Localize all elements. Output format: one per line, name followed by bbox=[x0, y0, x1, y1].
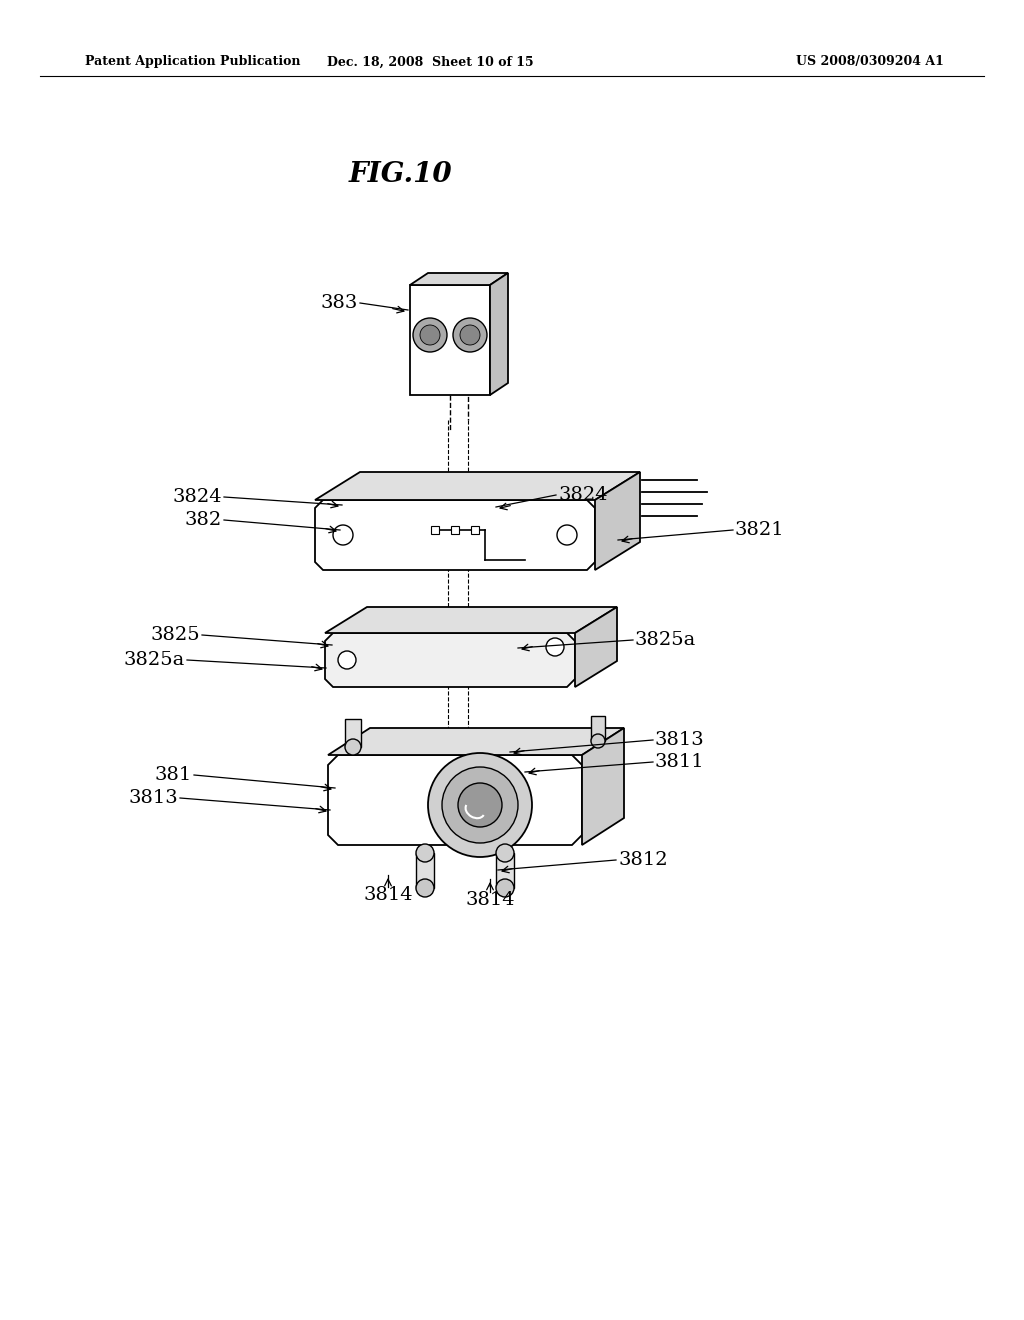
Polygon shape bbox=[315, 473, 640, 500]
Text: 3814: 3814 bbox=[364, 886, 413, 904]
Circle shape bbox=[496, 879, 514, 898]
Text: US 2008/0309204 A1: US 2008/0309204 A1 bbox=[796, 55, 944, 69]
Text: 382: 382 bbox=[184, 511, 222, 529]
Text: 3812: 3812 bbox=[618, 851, 668, 869]
Circle shape bbox=[546, 638, 564, 656]
Text: 3813: 3813 bbox=[128, 789, 178, 807]
Circle shape bbox=[416, 843, 434, 862]
Circle shape bbox=[338, 651, 356, 669]
Circle shape bbox=[591, 734, 605, 748]
Polygon shape bbox=[490, 273, 508, 395]
Circle shape bbox=[416, 879, 434, 898]
Circle shape bbox=[413, 318, 447, 352]
Circle shape bbox=[460, 325, 480, 345]
Text: 3813: 3813 bbox=[655, 731, 705, 748]
Polygon shape bbox=[345, 719, 361, 747]
Polygon shape bbox=[575, 607, 617, 686]
Text: 3811: 3811 bbox=[655, 752, 705, 771]
Bar bbox=[451, 525, 459, 535]
Polygon shape bbox=[325, 607, 617, 634]
Circle shape bbox=[420, 325, 440, 345]
Text: 383: 383 bbox=[321, 294, 358, 312]
Text: FIG.10: FIG.10 bbox=[348, 161, 452, 189]
Polygon shape bbox=[410, 273, 508, 285]
Circle shape bbox=[442, 767, 518, 843]
Circle shape bbox=[345, 739, 361, 755]
Text: 381: 381 bbox=[155, 766, 193, 784]
Circle shape bbox=[458, 783, 502, 828]
Polygon shape bbox=[328, 755, 582, 845]
Polygon shape bbox=[582, 729, 624, 845]
Bar bbox=[471, 525, 479, 535]
Circle shape bbox=[453, 318, 487, 352]
Text: 3825: 3825 bbox=[151, 626, 200, 644]
Text: 3825a: 3825a bbox=[124, 651, 185, 669]
Polygon shape bbox=[496, 853, 514, 888]
Text: Dec. 18, 2008  Sheet 10 of 15: Dec. 18, 2008 Sheet 10 of 15 bbox=[327, 55, 534, 69]
Circle shape bbox=[557, 525, 577, 545]
Polygon shape bbox=[591, 715, 605, 741]
Text: Patent Application Publication: Patent Application Publication bbox=[85, 55, 300, 69]
Circle shape bbox=[496, 843, 514, 862]
Circle shape bbox=[333, 525, 353, 545]
Text: 3821: 3821 bbox=[735, 521, 784, 539]
Circle shape bbox=[428, 752, 532, 857]
Text: 3814: 3814 bbox=[465, 891, 515, 909]
Polygon shape bbox=[416, 853, 434, 888]
Text: 3824: 3824 bbox=[172, 488, 222, 506]
Polygon shape bbox=[315, 500, 595, 570]
Text: 3824: 3824 bbox=[558, 486, 607, 504]
Bar bbox=[431, 525, 439, 535]
Polygon shape bbox=[595, 473, 640, 570]
Polygon shape bbox=[410, 285, 490, 395]
Polygon shape bbox=[328, 729, 624, 755]
Polygon shape bbox=[325, 634, 575, 686]
Text: 3825a: 3825a bbox=[635, 631, 696, 649]
